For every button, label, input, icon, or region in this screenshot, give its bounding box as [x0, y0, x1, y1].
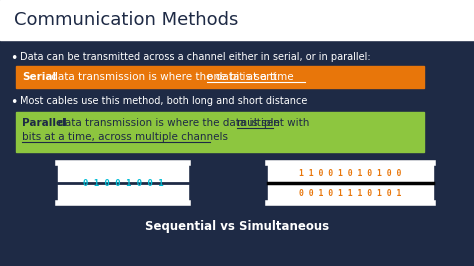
Text: multiple: multiple — [237, 118, 280, 128]
Bar — [58, 163, 188, 203]
Text: 1 1 0 0 1 0 1 0 1 0 0: 1 1 0 0 1 0 1 0 1 0 0 — [299, 169, 401, 178]
Bar — [0, 0, 474, 40]
Text: Most cables use this method, both long and short distance: Most cables use this method, both long a… — [20, 96, 307, 106]
Bar — [268, 163, 433, 203]
Text: data transmission is where the data is sent with: data transmission is where the data is s… — [55, 118, 313, 128]
Text: •: • — [10, 52, 18, 65]
Text: data transmission is where the data is sent: data transmission is where the data is s… — [48, 72, 280, 82]
Text: 0 0 1 0 1 1 1 0 1 0 1: 0 0 1 0 1 1 1 0 1 0 1 — [299, 189, 401, 197]
Text: •: • — [10, 96, 18, 109]
Text: Parallel: Parallel — [22, 118, 67, 128]
Text: Data can be transmitted across a channel either in serial, or in parallel:: Data can be transmitted across a channel… — [20, 52, 371, 62]
Bar — [16, 66, 424, 88]
Text: Serial: Serial — [22, 72, 56, 82]
Text: bits at a time, across multiple channels: bits at a time, across multiple channels — [22, 132, 228, 142]
Text: 0 1 0 0 1 0 0 1: 0 1 0 0 1 0 0 1 — [82, 178, 164, 188]
Text: Communication Methods: Communication Methods — [14, 11, 238, 29]
Text: one bit at a time: one bit at a time — [207, 72, 293, 82]
Bar — [16, 112, 424, 152]
Text: Sequential vs Simultaneous: Sequential vs Simultaneous — [145, 220, 329, 233]
